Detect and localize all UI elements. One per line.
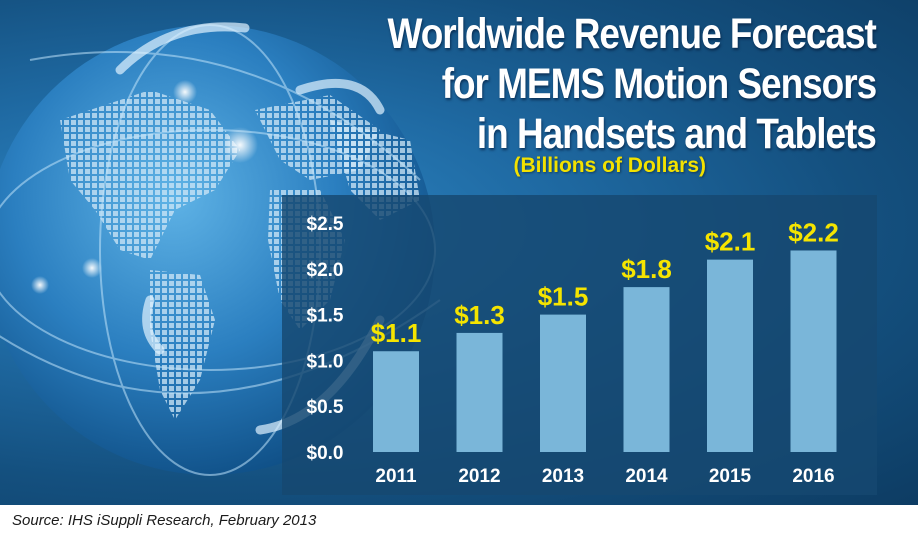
bar <box>790 250 837 452</box>
bar-value-label: $1.8 <box>621 254 672 284</box>
bar <box>540 314 586 452</box>
x-tick-label: 2016 <box>792 466 834 487</box>
infographic-background: Worldwide Revenue Forecast for MEMS Moti… <box>0 0 918 505</box>
globe-illustration <box>0 22 441 476</box>
y-tick-label: $1.0 <box>307 351 344 372</box>
bar <box>623 287 670 452</box>
bar-value-label: $1.5 <box>538 282 589 312</box>
bar-value-label: $1.1 <box>371 318 422 348</box>
bar-value-label: $1.3 <box>454 300 505 330</box>
y-tick-label: $1.5 <box>307 306 344 327</box>
bar <box>707 259 753 452</box>
x-tick-label: 2011 <box>375 466 417 487</box>
title-line-2: for MEMS Motion Sensors <box>441 60 877 108</box>
bar-value-label: $2.2 <box>788 217 839 247</box>
chart-panel: $0.0 $0.5 $1.0 $1.5 $2.0 $2.5 $1.1 2011 $1.3 2012… <box>282 195 877 495</box>
bar-value-label: $2.1 <box>705 227 756 257</box>
bar-chart: $0.0 $0.5 $1.0 $1.5 $2.0 $2.5 $1.1 2011 $1.3 2012… <box>307 214 839 487</box>
bar <box>456 332 503 452</box>
title-line-1: Worldwide Revenue Forecast <box>387 10 877 58</box>
y-tick-label: $2.0 <box>307 260 344 281</box>
title-line-3: in Handsets and Tablets <box>477 110 877 158</box>
y-tick-label: $0.0 <box>307 443 344 464</box>
source-note: Source: IHS iSuppli Research, February 2… <box>12 512 317 529</box>
chart-subtitle: (Billions of Dollars) <box>513 154 706 177</box>
bar <box>373 351 419 452</box>
x-tick-label: 2015 <box>709 466 752 487</box>
x-tick-label: 2014 <box>625 466 668 487</box>
x-tick-label: 2013 <box>542 466 584 487</box>
y-tick-label: $0.5 <box>307 397 344 418</box>
y-tick-label: $2.5 <box>307 214 344 235</box>
x-tick-label: 2012 <box>458 466 500 487</box>
